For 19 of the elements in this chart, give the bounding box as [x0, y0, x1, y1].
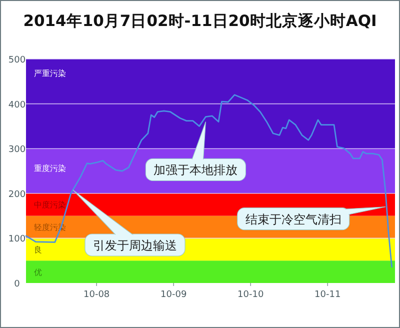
- x-tick-label: 10-09: [160, 290, 187, 300]
- y-tick-label: 100: [8, 234, 26, 245]
- line-series: [25, 94, 392, 268]
- band-label: 良: [34, 245, 42, 254]
- x-tick-label: 10-11: [314, 290, 341, 300]
- y-tick-label: 400: [8, 100, 26, 110]
- band-label: 优: [34, 268, 42, 277]
- band-label: 严重污染: [34, 69, 66, 78]
- y-tick-label: 300: [8, 145, 26, 156]
- band-label: 重度污染: [34, 164, 66, 173]
- y-tick-label: 200: [8, 190, 26, 200]
- y-tick-label: 500: [8, 56, 26, 66]
- y-tick-label: 0: [14, 280, 20, 290]
- band-label: 中度污染: [34, 200, 66, 210]
- chart-title: 2014年10月7日02时-11日20时北京逐小时AQI: [23, 12, 377, 30]
- x-tick-label: 10-08: [84, 290, 110, 300]
- annotation: 引发于周边输送: [93, 238, 177, 252]
- annotation: 加强于本地排放: [154, 163, 238, 178]
- x-tick-label: 10-10: [238, 290, 264, 300]
